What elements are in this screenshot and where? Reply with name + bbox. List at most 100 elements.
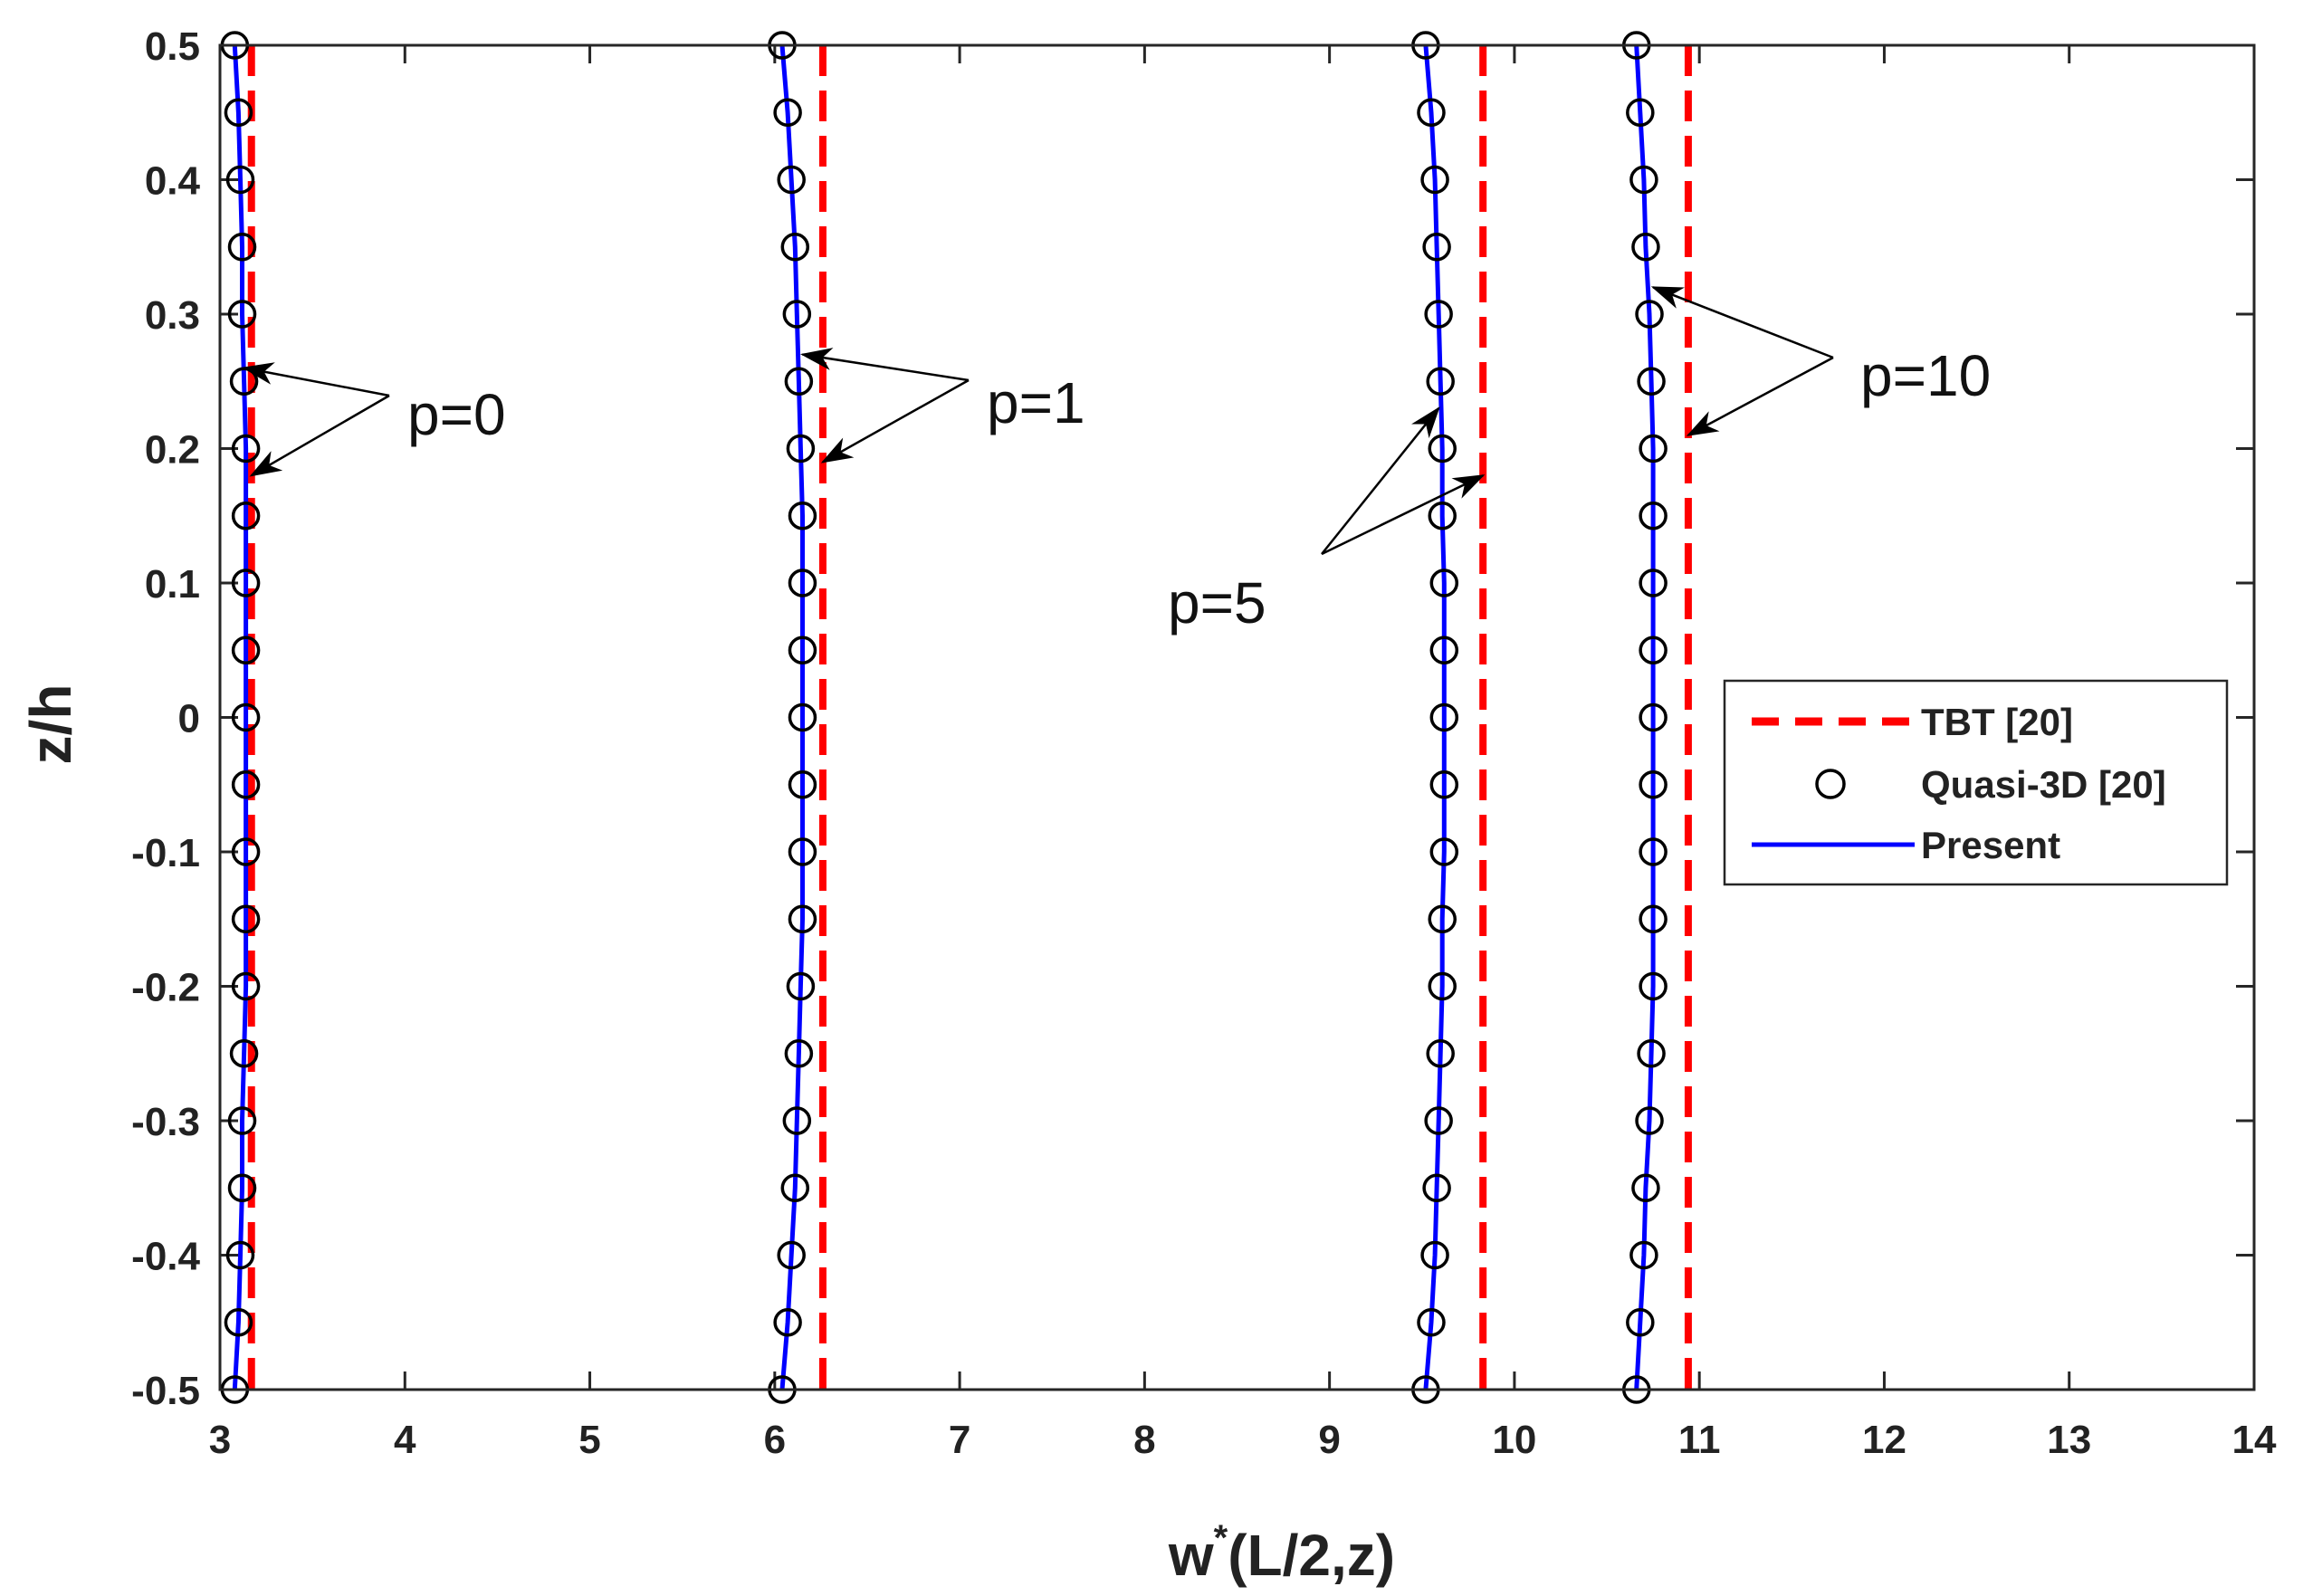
- quasi-point-p10-9: [1639, 636, 1668, 664]
- quasi-point-p5-15: [1426, 1039, 1455, 1068]
- quasi-point-p5-16: [1424, 1106, 1453, 1135]
- quasi-point-p0-1: [224, 98, 253, 127]
- y-tick-label-2: -0.3: [131, 1100, 200, 1144]
- y-tick-label-4: -0.1: [131, 831, 200, 875]
- quasi-point-p1-2: [777, 165, 806, 195]
- quasi-point-p1-7: [788, 502, 817, 530]
- quasi-point-p5-5: [1426, 367, 1455, 396]
- y-axis-title: z/h: [18, 684, 83, 765]
- legend-label-tbt: TBT [20]: [1921, 701, 2073, 743]
- quasi-point-p0-19: [224, 1308, 253, 1337]
- quasi-point-p5-14: [1428, 971, 1457, 1001]
- quasi-point-p1-14: [786, 971, 816, 1001]
- quasi-point-p10-11: [1639, 770, 1668, 799]
- x-tick-label-4: 7: [949, 1418, 970, 1462]
- quasi-point-p0-16: [227, 1106, 257, 1135]
- quasi-point-p5-4: [1424, 300, 1453, 329]
- quasi-point-p10-15: [1637, 1039, 1666, 1068]
- quasi-point-p0-3: [227, 233, 257, 262]
- quasi-point-p1-12: [788, 837, 817, 866]
- quasi-point-p1-10: [788, 702, 817, 732]
- annotations: p=0 p=1 p=5 p=10: [242, 286, 1991, 636]
- x-tick-label-2: 5: [578, 1418, 600, 1462]
- quasi-point-p10-16: [1635, 1106, 1664, 1135]
- x-tick-label-6: 9: [1318, 1418, 1340, 1462]
- x-tick-label-11: 14: [2232, 1418, 2277, 1462]
- quasi-point-p0-11: [231, 770, 261, 799]
- axis-ticks: 3 4 5 6 7 8 9 10 11 12 13 14 -0.5 -0.4 -0.3 -0.2 -0.1 0 0.…: [131, 24, 2277, 1462]
- annotation-label-p5: p=5: [1168, 570, 1266, 636]
- y-tick-label-1: -0.4: [131, 1235, 200, 1279]
- y-tick-label-7: 0.2: [145, 428, 200, 473]
- quasi-point-p10-3: [1631, 233, 1660, 262]
- quasi-point-p1-18: [777, 1240, 806, 1270]
- annotation-arrow-3-0: [1650, 286, 1834, 359]
- x-axis-title: w*(L/2,z): [1168, 1518, 1395, 1588]
- present-line-p5: [1423, 44, 1447, 1391]
- quasi-point-p1-17: [780, 1173, 810, 1202]
- quasi-point-p0-9: [231, 636, 261, 664]
- quasi-point-p0-6: [231, 434, 261, 464]
- quasi-point-p5-11: [1429, 770, 1459, 799]
- annotation-arrow-2-1: [1321, 474, 1486, 556]
- quasi-point-p5-3: [1422, 233, 1451, 262]
- quasi-point-p10-12: [1639, 837, 1668, 866]
- quasi-point-p10-17: [1631, 1173, 1660, 1202]
- x-tick-label-3: 6: [764, 1418, 786, 1462]
- quasi-point-p10-8: [1639, 569, 1668, 597]
- legend-box: [1723, 679, 2229, 886]
- x-axis-title-main: w: [1168, 1523, 1214, 1588]
- quasi-point-p5-10: [1429, 702, 1459, 732]
- legend: TBT [20] Quasi-3D [20] Present: [1723, 679, 2229, 886]
- quasi-point-p1-6: [786, 434, 816, 464]
- quasi-point-p1-13: [788, 904, 817, 933]
- quasi-point-p1-3: [780, 233, 810, 262]
- quasi-point-p1-5: [784, 367, 814, 396]
- quasi-point-p5-1: [1417, 98, 1446, 127]
- annotation-arrow-3-1: [1686, 356, 1834, 436]
- x-tick-label-9: 12: [1862, 1418, 1906, 1462]
- quasi-point-p0-12: [231, 837, 261, 866]
- y-tick-label-3: -0.2: [131, 966, 200, 1010]
- quasi-point-p10-4: [1635, 300, 1664, 329]
- quasi-point-p0-7: [231, 502, 261, 530]
- series-layer: [220, 31, 1692, 1404]
- plot-frame: [218, 43, 2256, 1391]
- x-tick-label-10: 13: [2047, 1418, 2091, 1462]
- quasi-point-p5-7: [1428, 502, 1457, 530]
- quasi-point-p10-19: [1626, 1308, 1655, 1337]
- quasi-point-p5-19: [1417, 1308, 1446, 1337]
- quasi-point-p5-8: [1429, 569, 1459, 597]
- annotation-arrow-0-0: [242, 362, 390, 397]
- quasi-point-p10-1: [1626, 98, 1655, 127]
- annotation-label-p1: p=1: [987, 370, 1085, 435]
- quasi-point-p0-2: [225, 165, 255, 195]
- quasi-point-p10-13: [1639, 904, 1668, 933]
- quasi-point-p0-13: [231, 904, 261, 933]
- quasi-point-p5-12: [1429, 837, 1459, 866]
- quasi-point-p0-10: [231, 702, 261, 732]
- quasi-point-p1-9: [788, 636, 817, 664]
- quasi-point-p0-8: [231, 569, 261, 597]
- present-line-p10: [1634, 44, 1656, 1391]
- y-tick-label-9: 0.4: [145, 159, 201, 204]
- quasi-point-p10-6: [1639, 434, 1668, 464]
- annotation-label-p10: p=10: [1860, 343, 1991, 408]
- x-tick-label-1: 4: [394, 1418, 416, 1462]
- legend-label-present: Present: [1921, 824, 2060, 866]
- quasi-point-p10-2: [1629, 165, 1658, 195]
- y-tick-label-10: 0.5: [145, 24, 200, 69]
- quasi-point-p10-18: [1629, 1240, 1658, 1270]
- quasi-point-p0-18: [225, 1240, 255, 1270]
- quasi-point-p10-5: [1637, 367, 1666, 396]
- quasi-point-p1-16: [782, 1106, 812, 1135]
- quasi-point-p1-19: [773, 1308, 802, 1337]
- quasi-point-p1-4: [782, 300, 812, 329]
- quasi-point-p0-15: [229, 1039, 259, 1068]
- present-line-p1: [779, 44, 805, 1391]
- y-tick-label-0: -0.5: [131, 1369, 200, 1413]
- x-tick-label-5: 8: [1133, 1418, 1155, 1462]
- quasi-point-p5-18: [1420, 1240, 1449, 1270]
- quasi-point-p5-6: [1428, 434, 1457, 464]
